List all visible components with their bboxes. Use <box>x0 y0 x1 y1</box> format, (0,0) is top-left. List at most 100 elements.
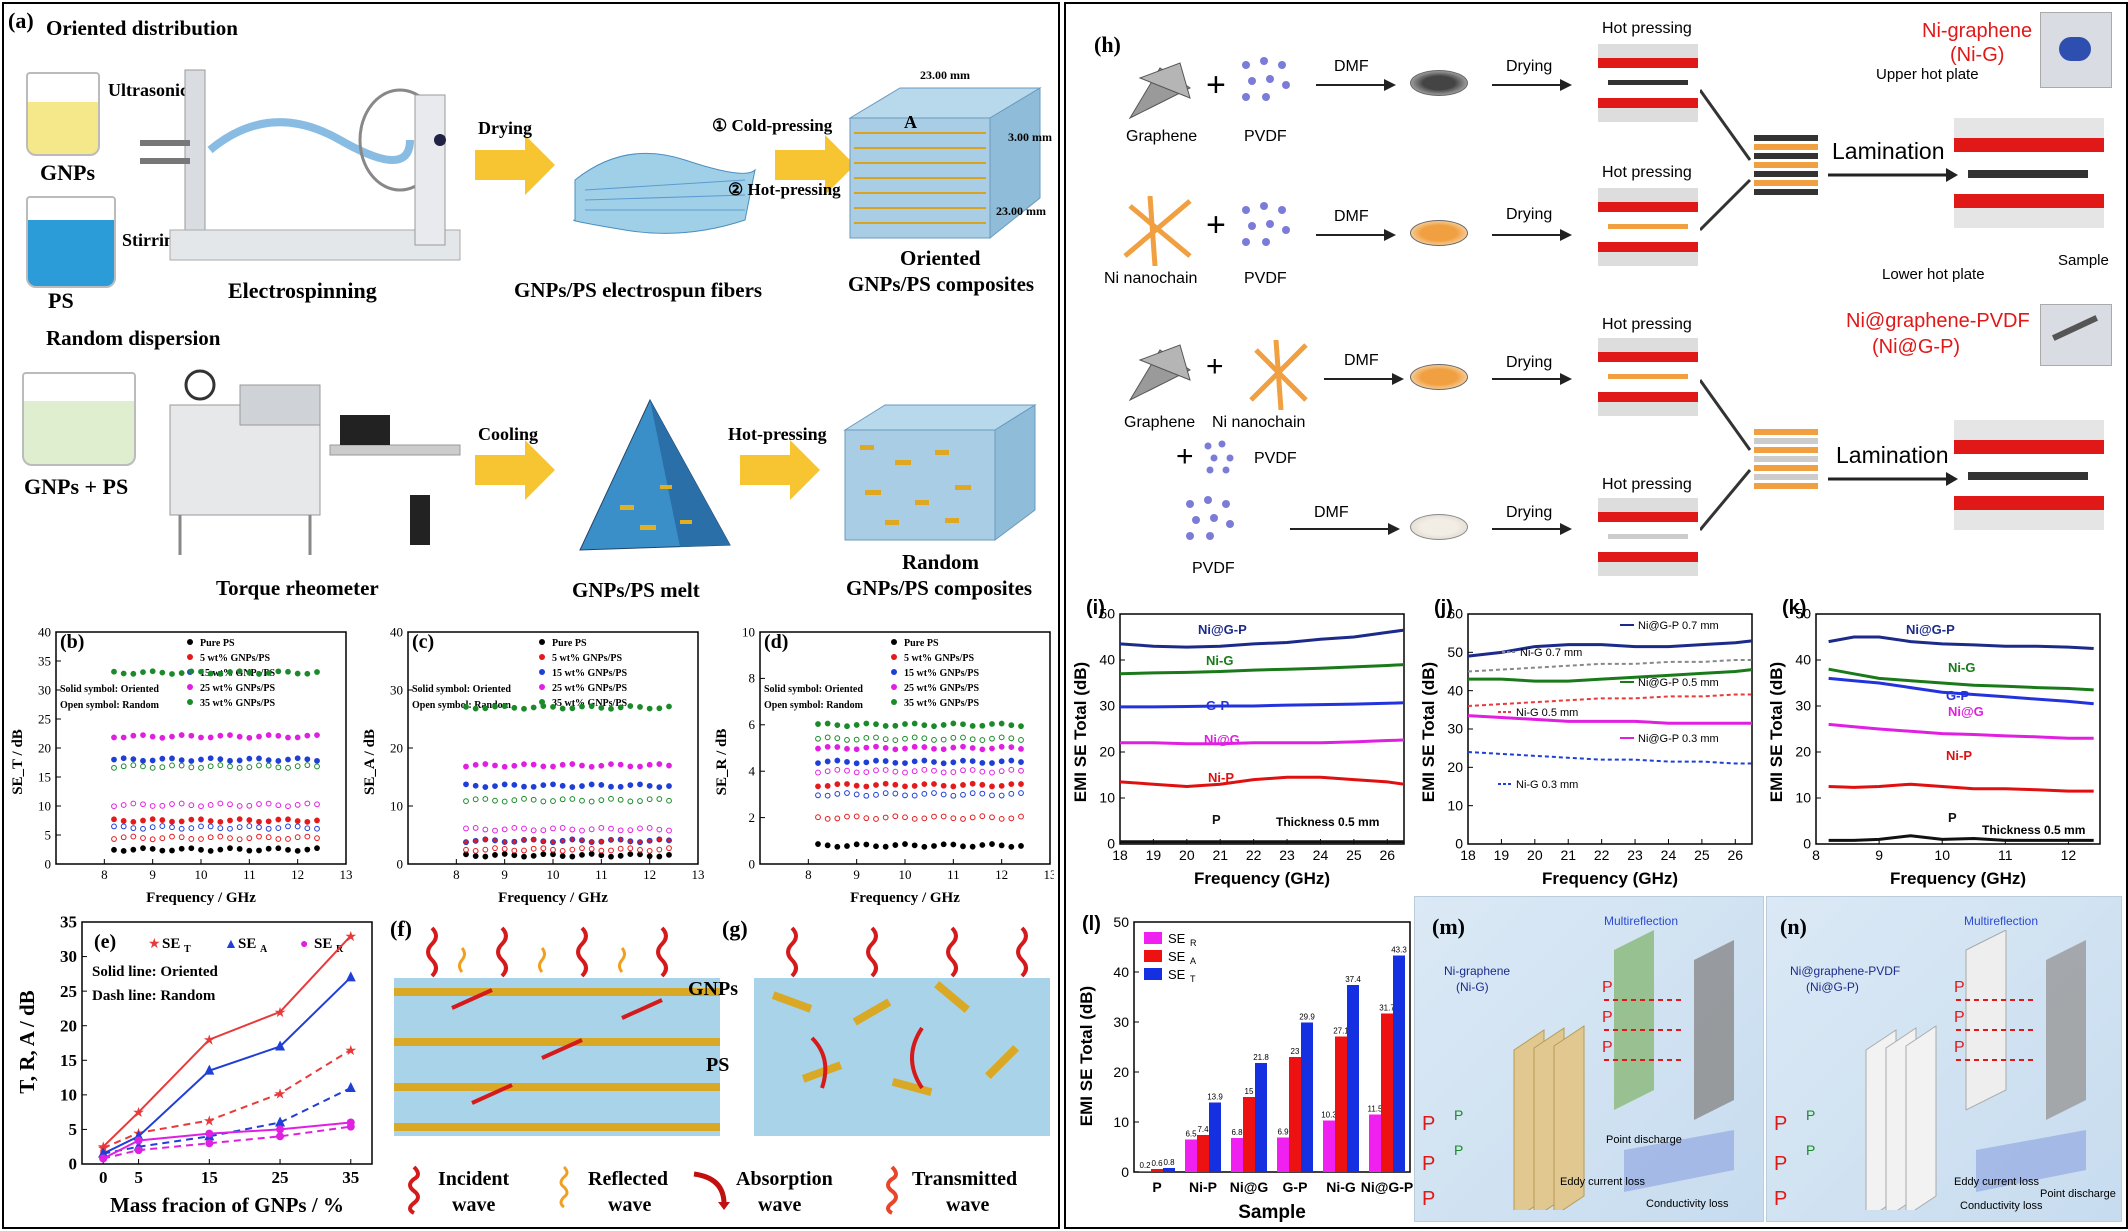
data-point <box>569 784 576 790</box>
series-label: G-P <box>1206 698 1229 713</box>
cooling-label: Cooling <box>478 424 539 444</box>
y-tick-label: 30 <box>1795 698 1811 714</box>
note-solid: Solid symbol: Oriented <box>412 684 511 695</box>
legend-label: 25 wt% GNPs/PS <box>552 683 627 694</box>
data-point <box>501 763 508 770</box>
data-point <box>304 732 311 739</box>
data-point <box>492 852 498 858</box>
data-point <box>304 756 311 763</box>
data-point <box>188 764 195 771</box>
data-point <box>217 818 224 825</box>
data-point <box>275 668 282 675</box>
data-point <box>588 851 595 857</box>
data-point <box>236 824 243 831</box>
data-point <box>130 756 137 763</box>
data-point <box>159 669 166 676</box>
chart-title: (d) <box>764 631 788 653</box>
bar-value-label: 0.8 <box>1163 1158 1175 1167</box>
data-point <box>608 795 614 802</box>
plot-frame <box>1467 613 1753 845</box>
legend-label: 25 wt% GNPs/PS <box>904 683 979 694</box>
data-point <box>304 833 311 840</box>
bar-value-label: 29.9 <box>1299 1013 1315 1022</box>
data-point <box>159 847 166 854</box>
chart-d: 8 9 10 11 12 13 0 2 4 6 8 10 (d) SE_R / dB Frequency /… <box>714 624 1054 906</box>
panel-g-label: (g) <box>722 916 748 941</box>
plot-frame <box>1119 613 1405 845</box>
x-axis-label: Frequency (GHz) <box>1194 869 1330 888</box>
data-point <box>120 834 127 841</box>
data-point <box>304 670 311 677</box>
data-point <box>844 790 850 796</box>
data-point <box>265 834 272 841</box>
data-point <box>815 769 821 776</box>
x-tick-label: 9 <box>853 867 860 882</box>
data-point <box>178 670 185 676</box>
legend-label: 5 wt% GNPs/PS <box>904 653 974 664</box>
data-point <box>227 825 233 832</box>
legend-label: 35 wt% GNPs/PS <box>200 698 275 709</box>
data-point <box>178 762 185 769</box>
data-point <box>656 784 663 790</box>
x-tick-label: 8 <box>805 867 812 882</box>
data-point <box>608 783 614 790</box>
data-point <box>265 732 272 738</box>
data-point <box>989 721 995 727</box>
data-point <box>482 836 489 843</box>
x-tick-label: 25 <box>1694 847 1710 863</box>
data-point <box>608 847 614 854</box>
oriented-composites-line1: Oriented <box>900 246 981 270</box>
bar <box>1185 1139 1197 1172</box>
data-point <box>149 816 156 823</box>
data-point <box>902 721 908 727</box>
data-point <box>998 743 1005 750</box>
data-point <box>627 827 634 834</box>
data-point <box>559 853 566 860</box>
data-point <box>205 1129 214 1138</box>
data-point <box>815 735 821 742</box>
dim-width-label: 23.00 mm <box>920 68 970 82</box>
data-point <box>882 745 889 751</box>
bar-value-label: 10.3 <box>1321 1111 1337 1120</box>
chart-title: (i) <box>1086 597 1105 619</box>
data-point <box>198 764 204 771</box>
data-point <box>256 755 262 762</box>
data-point <box>314 732 320 739</box>
chart-title: (j) <box>1434 597 1453 619</box>
data-point <box>236 757 243 764</box>
x-tick-label: 11 <box>1998 847 2013 863</box>
data-point <box>637 839 643 846</box>
data-point <box>256 671 262 677</box>
x-tick-label: 26 <box>1380 847 1396 863</box>
legend-subscript: A <box>260 944 268 955</box>
series-label: Ni@G-P 0.5 mm <box>1638 677 1719 689</box>
data-point <box>294 818 301 824</box>
data-point <box>207 802 214 808</box>
data-point <box>540 798 547 805</box>
svg-text:P: P <box>1954 979 1965 996</box>
ni-nanochain-icon <box>1123 196 1192 266</box>
data-point <box>989 783 995 790</box>
data-point <box>1008 735 1015 742</box>
data-point <box>540 703 547 709</box>
panel-n-title-2: (Ni@G-P) <box>1806 980 1859 994</box>
series-label: P <box>1212 812 1221 827</box>
data-point <box>931 723 937 730</box>
data-point <box>111 823 117 830</box>
bar <box>1381 1013 1393 1172</box>
data-point <box>588 781 595 788</box>
data-point <box>304 846 311 853</box>
data-point <box>227 669 233 675</box>
electrospinning-apparatus <box>140 69 461 261</box>
data-point <box>863 759 870 766</box>
data-point <box>207 670 214 677</box>
data-point <box>521 825 527 832</box>
data-point <box>815 721 821 727</box>
data-point <box>501 781 508 788</box>
legend-marker <box>539 639 545 645</box>
data-point <box>979 842 986 848</box>
x-tick-label: 10 <box>1934 847 1950 863</box>
data-point <box>911 842 918 849</box>
data-point <box>569 761 576 767</box>
y-tick-label: 25 <box>60 982 77 1001</box>
